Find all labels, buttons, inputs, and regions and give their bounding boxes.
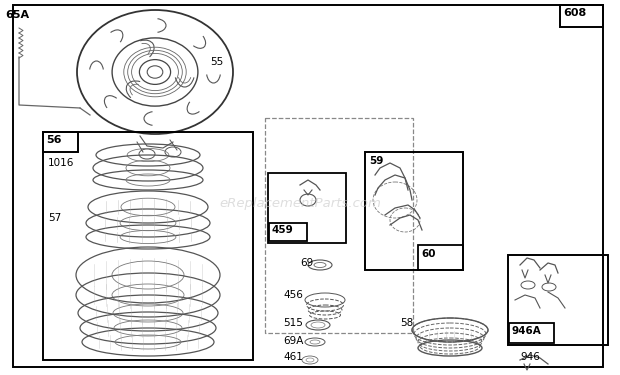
Bar — [268, 173, 346, 243]
Bar — [418, 245, 463, 270]
Text: 65A: 65A — [5, 10, 29, 20]
Text: 58: 58 — [400, 318, 414, 328]
Text: 59: 59 — [369, 156, 383, 166]
Bar — [365, 152, 463, 270]
Bar — [265, 118, 413, 333]
Text: 69A: 69A — [283, 336, 303, 346]
Bar — [508, 255, 608, 345]
Bar — [43, 132, 78, 152]
Bar — [269, 223, 307, 241]
Text: 515: 515 — [283, 318, 303, 328]
Text: 459: 459 — [271, 225, 293, 235]
Text: 60: 60 — [421, 249, 435, 259]
Text: eReplacementParts.com: eReplacementParts.com — [219, 196, 381, 210]
Bar — [509, 323, 554, 343]
Text: 69: 69 — [300, 258, 313, 268]
Text: 456: 456 — [283, 290, 303, 300]
Text: 608: 608 — [563, 8, 587, 18]
Text: 946: 946 — [520, 352, 540, 362]
Bar — [560, 5, 603, 27]
Bar — [43, 132, 253, 360]
Text: 1016: 1016 — [48, 158, 74, 168]
Text: 56: 56 — [46, 135, 61, 145]
Text: 461: 461 — [283, 352, 303, 362]
Text: 946A: 946A — [512, 326, 542, 336]
Text: 57: 57 — [48, 213, 61, 223]
Text: 55: 55 — [210, 57, 223, 67]
